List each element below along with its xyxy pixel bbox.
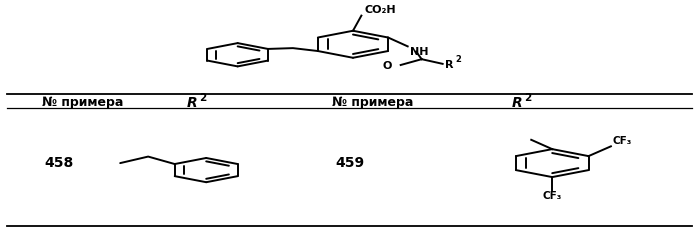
- Text: R: R: [512, 96, 523, 110]
- Text: 458: 458: [45, 156, 74, 170]
- Text: 459: 459: [335, 156, 364, 170]
- Text: № примера: № примера: [332, 96, 413, 109]
- Text: NH: NH: [410, 47, 429, 57]
- Text: O: O: [383, 61, 392, 71]
- Text: CF₃: CF₃: [613, 136, 633, 146]
- Text: 2: 2: [455, 55, 461, 64]
- Text: R: R: [187, 96, 198, 110]
- Text: № примера: № примера: [42, 96, 123, 109]
- Text: 2: 2: [199, 93, 206, 103]
- Text: 2: 2: [524, 93, 531, 103]
- Text: CO₂H: CO₂H: [365, 5, 396, 15]
- Text: CF₃: CF₃: [542, 191, 562, 201]
- Text: R: R: [445, 60, 453, 69]
